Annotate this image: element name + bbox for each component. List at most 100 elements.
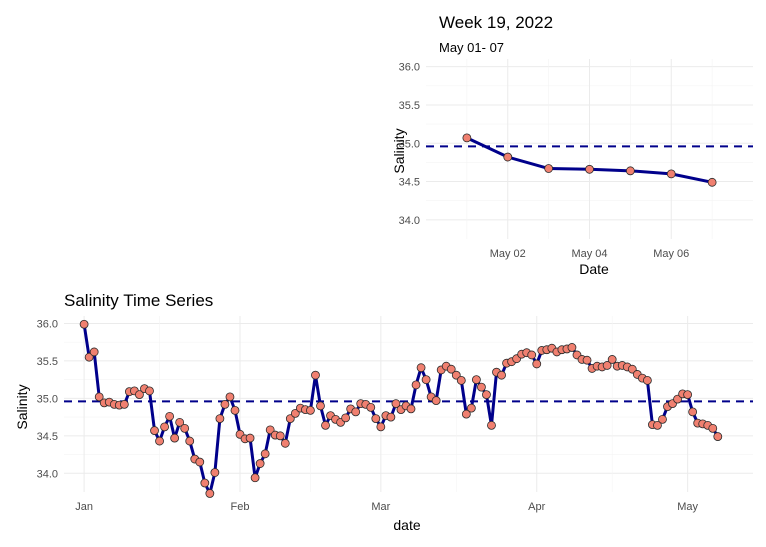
weekly-y-axis-label: Salinity (391, 128, 407, 173)
timeseries-data-point (200, 478, 210, 488)
timeseries-data-point (477, 382, 486, 392)
timeseries-data-point (688, 407, 698, 417)
timeseries-data-point (466, 403, 476, 413)
timeseries-chart-title: Salinity Time Series (64, 291, 213, 310)
weekly-series-points (462, 133, 717, 187)
weekly-x-axis-label: Date (579, 261, 609, 277)
timeseries-data-point (165, 411, 175, 421)
timeseries-data-point (607, 355, 617, 364)
timeseries-data-point (386, 412, 396, 422)
timeseries-data-point (225, 392, 235, 402)
timeseries-data-point (79, 319, 89, 329)
weekly-x-tick-label: May 04 (571, 248, 607, 260)
weekly-data-point (544, 164, 554, 173)
weekly-chart: 34.034.535.035.536.0 May 02 May 04 May 06 … (391, 13, 753, 277)
weekly-x-tick-label: May 06 (653, 248, 689, 260)
timeseries-data-point (150, 426, 159, 435)
timeseries-y-tick-labels: 34.0 34.5 35.0 35.5 36.0 (37, 318, 58, 480)
weekly-y-tick-label: 35.5 (399, 100, 420, 112)
timeseries-data-point (366, 402, 376, 412)
timeseries-series-points (79, 319, 723, 498)
timeseries-data-point (170, 433, 180, 443)
timeseries-data-point (145, 386, 154, 396)
timeseries-data-point (371, 414, 381, 424)
timeseries-data-point (89, 347, 99, 357)
timeseries-y-axis-label: Salinity (14, 384, 30, 429)
timeseries-data-point (119, 399, 129, 409)
timeseries-data-point (411, 380, 421, 390)
weekly-y-tick-label: 35.0 (399, 138, 420, 150)
timeseries-data-point (306, 405, 315, 415)
timeseries-data-point (195, 457, 205, 467)
weekly-data-point (503, 152, 513, 162)
timeseries-data-point (471, 375, 481, 385)
timeseries-data-point (220, 399, 230, 409)
timeseries-data-point (341, 413, 351, 423)
timeseries-data-point (451, 370, 461, 380)
timeseries-x-tick-label: May (677, 501, 698, 513)
timeseries-data-point (673, 394, 682, 404)
timeseries-x-tick-label: Jan (75, 501, 93, 513)
timeseries-data-point (658, 414, 667, 424)
timeseries-x-tick-label: Feb (231, 501, 250, 513)
timeseries-data-point (602, 361, 612, 370)
timeseries-data-point (391, 399, 401, 409)
weekly-data-point (707, 177, 717, 187)
timeseries-data-point (250, 473, 260, 483)
timeseries-data-point (487, 420, 496, 430)
timeseries-data-point (230, 405, 240, 415)
timeseries-data-point (210, 468, 220, 477)
timeseries-data-point (316, 401, 325, 411)
timeseries-y-tick-label: 34.5 (37, 431, 58, 443)
timeseries-data-point (527, 350, 537, 360)
timeseries-data-point (461, 409, 471, 419)
timeseries-x-tick-label: Mar (371, 501, 390, 513)
timeseries-data-point (260, 449, 270, 459)
weekly-data-point (462, 133, 472, 143)
timeseries-data-point (683, 390, 693, 400)
timeseries-data-point (255, 459, 265, 468)
weekly-y-tick-labels: 34.0 34.5 35.0 35.5 36.0 (399, 62, 420, 227)
weekly-chart-subtitle: May 01- 07 (439, 40, 504, 55)
timeseries-data-point (245, 433, 255, 443)
timeseries-data-point (627, 364, 637, 374)
weekly-data-point (625, 166, 635, 176)
timeseries-chart: 34.0 34.5 35.0 35.5 36.0 Jan Feb Mar Apr May Sal… (14, 291, 753, 533)
timeseries-data-point (406, 404, 416, 414)
timeseries-data-point (431, 396, 441, 406)
timeseries-data-point (642, 376, 652, 385)
timeseries-y-tick-label: 34.0 (37, 468, 58, 480)
timeseries-x-tick-labels: Jan Feb Mar Apr May (75, 501, 698, 513)
timeseries-data-point (446, 364, 456, 374)
weekly-grid (426, 59, 753, 239)
timeseries-data-point (290, 408, 300, 418)
timeseries-x-tick-label: Apr (528, 501, 545, 513)
timeseries-data-point (94, 392, 104, 402)
timeseries-data-point (135, 390, 144, 400)
timeseries-y-tick-label: 36.0 (37, 318, 58, 330)
timeseries-data-point (205, 489, 215, 498)
weekly-data-point (585, 164, 594, 174)
timeseries-data-point (285, 414, 295, 424)
timeseries-data-point (275, 431, 285, 441)
timeseries-x-axis-label: date (393, 517, 420, 533)
timeseries-data-point (265, 425, 275, 435)
timeseries-data-point (185, 436, 195, 446)
timeseries-data-point (311, 370, 320, 380)
timeseries-data-point (708, 423, 718, 433)
weekly-x-tick-labels: May 02 May 04 May 06 (490, 248, 690, 260)
timeseries-data-point (160, 422, 169, 432)
timeseries-data-point (376, 422, 386, 432)
timeseries-data-point (321, 420, 330, 430)
timeseries-data-point (482, 390, 491, 400)
timeseries-y-tick-label: 35.0 (37, 393, 58, 405)
weekly-y-tick-label: 36.0 (399, 62, 420, 74)
timeseries-data-point (180, 423, 190, 433)
timeseries-data-point (713, 432, 723, 441)
timeseries-data-point (175, 417, 185, 427)
timeseries-data-point (215, 414, 225, 424)
timeseries-data-point (416, 363, 426, 373)
timeseries-data-point (351, 407, 361, 417)
timeseries-data-point (653, 420, 662, 430)
timeseries-data-point (280, 438, 290, 448)
